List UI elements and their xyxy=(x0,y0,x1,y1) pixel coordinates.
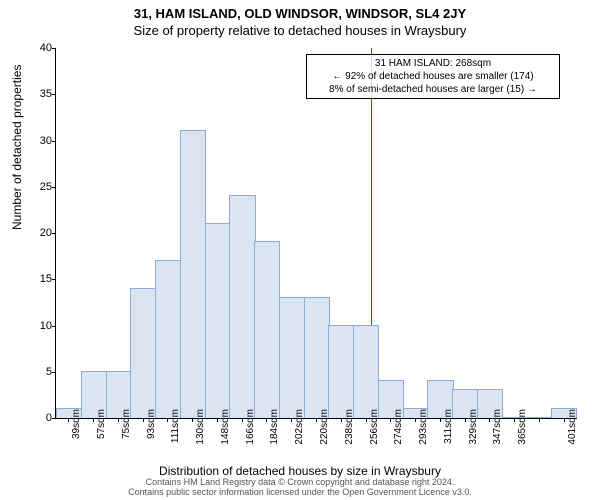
y-tick-mark xyxy=(52,187,56,188)
x-tick-label: 365sqm xyxy=(517,409,528,449)
histogram-bar xyxy=(155,260,181,418)
chart-container: 31, HAM ISLAND, OLD WINDSOR, WINDSOR, SL… xyxy=(0,0,600,500)
y-tick-label: 15 xyxy=(26,273,52,285)
annotation-line3: 8% of semi-detached houses are larger (1… xyxy=(313,83,553,96)
annotation-line2: ← 92% of detached houses are smaller (17… xyxy=(313,70,553,83)
x-tick-mark xyxy=(192,418,193,422)
y-tick-label: 20 xyxy=(26,227,52,239)
y-tick-mark xyxy=(52,141,56,142)
x-tick-mark xyxy=(390,418,391,422)
y-tick-mark xyxy=(52,94,56,95)
x-tick-mark xyxy=(93,418,94,422)
x-tick-mark xyxy=(489,418,490,422)
histogram-bar xyxy=(279,297,305,418)
title-subtitle: Size of property relative to detached ho… xyxy=(0,21,600,38)
x-tick-mark xyxy=(415,418,416,422)
x-tick-mark xyxy=(167,418,168,422)
y-tick-label: 25 xyxy=(26,181,52,193)
histogram-bar xyxy=(180,130,206,418)
histogram-bar xyxy=(130,288,156,419)
x-tick-mark xyxy=(68,418,69,422)
y-tick-label: 40 xyxy=(26,42,52,54)
x-tick-mark xyxy=(539,418,540,422)
x-tick-mark xyxy=(514,418,515,422)
x-tick-mark xyxy=(217,418,218,422)
y-tick-mark xyxy=(52,418,56,419)
x-tick-mark xyxy=(143,418,144,422)
y-tick-label: 5 xyxy=(26,366,52,378)
footer-credits: Contains HM Land Registry data © Crown c… xyxy=(0,478,600,498)
x-tick-mark xyxy=(266,418,267,422)
x-tick-label: 401sqm xyxy=(567,409,578,449)
footer-line2: Contains public sector information licen… xyxy=(0,488,600,498)
x-axis-label: Distribution of detached houses by size … xyxy=(0,464,600,478)
y-tick-label: 35 xyxy=(26,88,52,100)
histogram-bar xyxy=(304,297,330,418)
y-tick-mark xyxy=(52,372,56,373)
x-tick-mark xyxy=(242,418,243,422)
x-tick-mark xyxy=(118,418,119,422)
x-tick-mark xyxy=(291,418,292,422)
x-tick-mark xyxy=(465,418,466,422)
y-tick-label: 0 xyxy=(26,412,52,424)
y-tick-mark xyxy=(52,233,56,234)
histogram-bar xyxy=(353,325,379,419)
y-tick-label: 10 xyxy=(26,320,52,332)
x-tick-mark xyxy=(440,418,441,422)
histogram-bar xyxy=(254,241,280,418)
y-tick-mark xyxy=(52,326,56,327)
y-tick-mark xyxy=(52,279,56,280)
title-address: 31, HAM ISLAND, OLD WINDSOR, WINDSOR, SL… xyxy=(0,0,600,21)
x-tick-mark xyxy=(316,418,317,422)
histogram-bar xyxy=(328,325,354,419)
x-tick-label: 347sqm xyxy=(492,409,503,449)
annotation-line1: 31 HAM ISLAND: 268sqm xyxy=(313,57,553,70)
histogram-bar xyxy=(205,223,231,418)
annotation-box: 31 HAM ISLAND: 268sqm ← 92% of detached … xyxy=(306,54,560,99)
plot-region: 31 HAM ISLAND: 268sqm ← 92% of detached … xyxy=(55,48,576,419)
y-tick-label: 30 xyxy=(26,135,52,147)
y-tick-mark xyxy=(52,48,56,49)
histogram-bar xyxy=(229,195,255,418)
x-tick-mark xyxy=(564,418,565,422)
chart-area: 31 HAM ISLAND: 268sqm ← 92% of detached … xyxy=(55,48,575,418)
x-tick-mark xyxy=(366,418,367,422)
x-tick-mark xyxy=(341,418,342,422)
y-axis-label: Number of detached properties xyxy=(10,65,24,230)
